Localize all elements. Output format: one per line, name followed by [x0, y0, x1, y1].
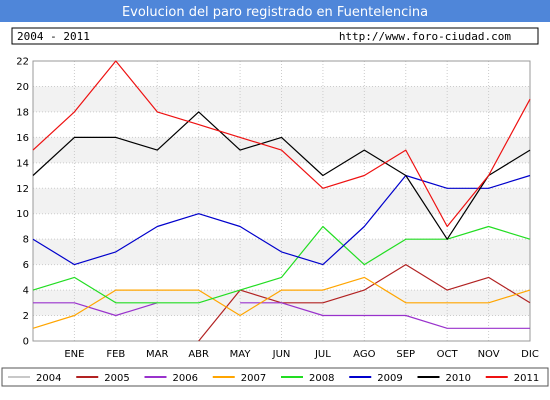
legend-box: [1, 367, 549, 387]
y-tick-label: 2: [23, 311, 29, 322]
x-tick-label: AGO: [353, 349, 375, 360]
y-tick-label: 6: [23, 260, 29, 271]
series-line-2010: [32, 111, 531, 240]
x-tick-label: JUN: [272, 349, 291, 360]
x-tick-label: NOV: [478, 349, 500, 360]
legend-label-2007: 2007: [241, 373, 266, 384]
series-lines: [32, 60, 531, 342]
plot-frame: [32, 60, 531, 342]
y-tick-label: 10: [16, 209, 29, 220]
legend-label-2010: 2010: [446, 373, 471, 384]
series-line-2006: [33, 302, 530, 329]
legend-label-2004: 2004: [36, 373, 61, 384]
y-tick-label: 0: [23, 337, 29, 348]
y-tick-label: 8: [23, 235, 29, 246]
legend-label-2006: 2006: [173, 373, 198, 384]
plot-band: [33, 86, 530, 112]
series-line-2007: [32, 276, 531, 329]
x-axis-ticks: ENE FEB MAR ABR MAY JUN JUL AGO SEP OCT NOV DIC: [64, 349, 538, 360]
title-bar: [0, 0, 550, 22]
y-tick-label: 22: [16, 57, 29, 68]
y-tick-label: 16: [16, 133, 29, 144]
x-tick-label: MAY: [230, 349, 252, 360]
y-tick-label: 14: [16, 158, 29, 169]
series-line-2005: [198, 264, 531, 342]
legend-label-2011: 2011: [514, 373, 539, 384]
series-line-2011: [32, 60, 531, 228]
y-tick-label: 4: [23, 286, 29, 297]
y-tick-label: 20: [16, 82, 29, 93]
series-line-2009: [32, 174, 531, 266]
plot-band: [33, 188, 530, 214]
legend-label-2009: 2009: [377, 373, 402, 384]
date-range: 2004 - 2011: [17, 30, 90, 43]
chart-title: Evolucion del paro registrado en Fuentel…: [122, 5, 428, 20]
x-tick-label: ABR: [188, 349, 209, 360]
x-tick-label: SEP: [396, 349, 415, 360]
source-url: http://www.foro-ciudad.com: [339, 30, 512, 43]
info-box: [11, 27, 539, 45]
x-tick-label: JUL: [314, 349, 331, 360]
y-axis-ticks: 0 2 4 6 8 10 12 14 16 18 20 22: [16, 57, 29, 348]
x-tick-label: OCT: [437, 349, 459, 360]
x-tick-label: FEB: [106, 349, 125, 360]
x-tick-label: DIC: [521, 349, 539, 360]
y-tick-label: 12: [16, 184, 29, 195]
legend-label-2005: 2005: [104, 373, 129, 384]
legend-label-2008: 2008: [309, 373, 334, 384]
x-tick-label: ENE: [64, 349, 84, 360]
x-tick-label: MAR: [146, 349, 168, 360]
legend: 2004 2005 2006 2007 2008 2009 2010 2011: [8, 373, 539, 384]
y-tick-label: 18: [16, 107, 29, 118]
